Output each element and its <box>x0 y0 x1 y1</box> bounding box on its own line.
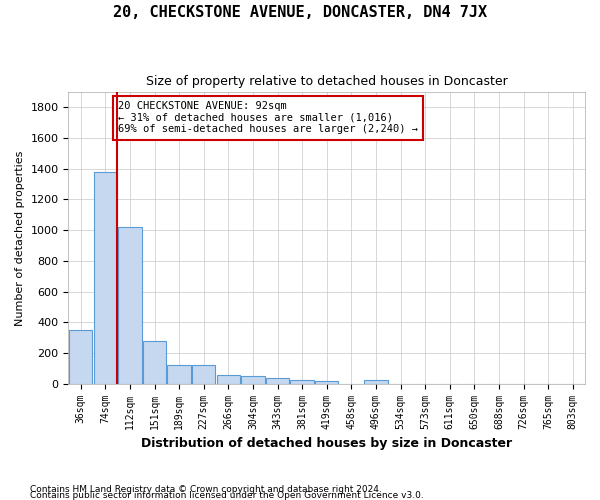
Bar <box>315 380 338 384</box>
Bar <box>118 227 142 384</box>
Bar <box>266 378 289 384</box>
Bar <box>69 330 92 384</box>
Bar <box>290 380 314 384</box>
Bar <box>143 340 166 384</box>
X-axis label: Distribution of detached houses by size in Doncaster: Distribution of detached houses by size … <box>141 437 512 450</box>
Bar <box>94 172 117 384</box>
Bar <box>241 376 265 384</box>
Bar <box>364 380 388 384</box>
Text: Contains public sector information licensed under the Open Government Licence v3: Contains public sector information licen… <box>30 490 424 500</box>
Y-axis label: Number of detached properties: Number of detached properties <box>15 150 25 326</box>
Bar <box>192 366 215 384</box>
Bar <box>217 375 240 384</box>
Text: 20, CHECKSTONE AVENUE, DONCASTER, DN4 7JX: 20, CHECKSTONE AVENUE, DONCASTER, DN4 7J… <box>113 5 487 20</box>
Text: 20 CHECKSTONE AVENUE: 92sqm
← 31% of detached houses are smaller (1,016)
69% of : 20 CHECKSTONE AVENUE: 92sqm ← 31% of det… <box>118 101 418 134</box>
Title: Size of property relative to detached houses in Doncaster: Size of property relative to detached ho… <box>146 75 508 88</box>
Text: Contains HM Land Registry data © Crown copyright and database right 2024.: Contains HM Land Registry data © Crown c… <box>30 484 382 494</box>
Bar <box>167 366 191 384</box>
